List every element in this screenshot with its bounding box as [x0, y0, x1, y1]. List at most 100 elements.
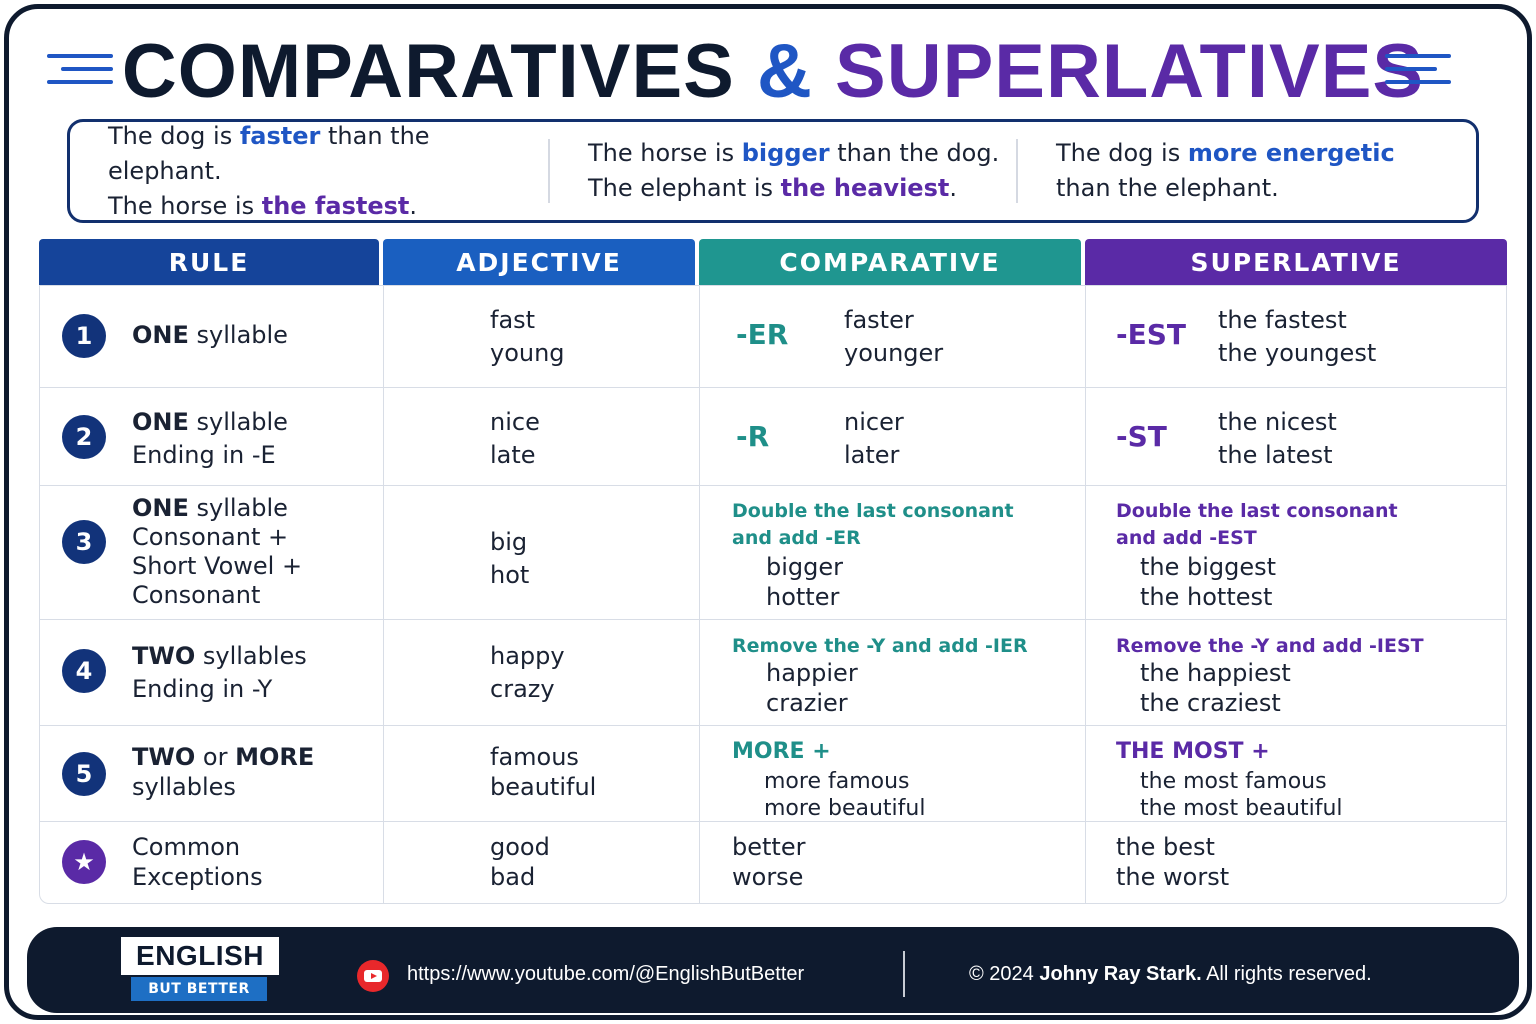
- table-row: ★ Common Exceptions good bad better w: [40, 821, 1506, 903]
- footer-divider: [903, 951, 905, 997]
- comparative-rule-note: Double the last consonant and add -ER: [732, 498, 1014, 552]
- comparative-word: bigger: [766, 553, 844, 581]
- youtube-icon: [357, 960, 389, 992]
- rule-text: ONE syllable Consonant + Short Vowel + C…: [132, 494, 302, 610]
- comparative-cell: -ER faster younger: [700, 286, 1086, 387]
- example-highlight: faster: [239, 121, 321, 150]
- note-line: and add -EST: [1116, 527, 1257, 549]
- comparative-word: more famous: [764, 769, 910, 794]
- superlative-word: the fastest: [1218, 306, 1347, 334]
- table-row: 1 ONE syllable fast young -ER faster you…: [40, 285, 1506, 387]
- copyright-text: © 2024: [969, 963, 1040, 985]
- comparative-cell: MORE + more famous more beautiful: [700, 726, 1086, 821]
- example-text: The horse is: [108, 191, 262, 220]
- header-superlative: SUPERLATIVE: [1085, 239, 1507, 285]
- example-highlight: more energetic: [1187, 139, 1395, 167]
- copyright: © 2024 Johny Ray Stark. All rights reser…: [969, 963, 1372, 986]
- rule-cell: 2 ONE syllable Ending in -E: [40, 388, 384, 485]
- adjective-list: big hot: [490, 526, 529, 592]
- example-highlight: the heaviest: [780, 174, 950, 202]
- rule-cell: 4 TWO syllables Ending in -Y: [40, 620, 384, 725]
- page-title: COMPARATIVES & SUPERLATIVES: [9, 27, 1527, 117]
- superlative-list: the most famous the most beautiful: [1140, 768, 1343, 822]
- superlative-word: the worst: [1116, 863, 1230, 891]
- comparative-list: bigger hotter: [766, 552, 843, 612]
- superlative-cell: THE MOST + the most famous the most beau…: [1086, 726, 1506, 821]
- rule-text: ONE syllable Ending in -E: [132, 406, 288, 472]
- rule-bold: MORE: [235, 743, 315, 771]
- comparative-rule-note: Remove the -Y and add -IER: [732, 635, 1028, 657]
- rule-line: Consonant +: [132, 523, 289, 551]
- comparative-cell: Remove the -Y and add -IER happier crazi…: [700, 620, 1086, 725]
- superlative-cell: Double the last consonant and add -EST t…: [1086, 486, 1506, 619]
- example-text: than the dog.: [829, 139, 1000, 167]
- comparative-cell: -R nicer later: [700, 388, 1086, 485]
- rule-line: Common: [132, 833, 241, 861]
- adjective-list: good bad: [490, 832, 550, 892]
- rule-line: Exceptions: [132, 863, 263, 891]
- superlative-cell: -EST the fastest the youngest: [1086, 286, 1506, 387]
- table-row: 2 ONE syllable Ending in -E nice late -R: [40, 387, 1506, 485]
- star-icon: ★: [62, 840, 106, 884]
- adjective-word: bad: [490, 863, 536, 891]
- rule-cell: ★ Common Exceptions: [40, 822, 384, 903]
- rule-number-badge: 1: [62, 314, 106, 358]
- superlative-list: the biggest the hottest: [1140, 552, 1276, 612]
- rule-rest: or: [195, 743, 236, 771]
- example-highlight: bigger: [741, 139, 830, 167]
- adjective-word: hot: [490, 561, 530, 589]
- youtube-link[interactable]: https://www.youtube.com/@EnglishButBette…: [407, 963, 805, 985]
- superlative-word: the happiest: [1140, 659, 1291, 687]
- rule-line: syllables: [132, 773, 236, 801]
- rule-number-badge: 4: [62, 649, 106, 693]
- rule-line: Consonant: [132, 581, 261, 609]
- comparative-list: nicer later: [844, 406, 904, 472]
- superlative-suffix: -EST: [1116, 318, 1187, 351]
- adjective-list: happy crazy: [490, 640, 565, 706]
- logo-but-better: BUT BETTER: [131, 977, 267, 1001]
- rule-line: Ending in -Y: [132, 675, 273, 703]
- header-adjective: ADJECTIVE: [383, 239, 695, 285]
- comparative-rule-note: MORE +: [732, 739, 831, 764]
- divider: [548, 139, 550, 203]
- table-body: 1 ONE syllable fast young -ER faster you…: [39, 285, 1507, 904]
- rule-bold: ONE: [132, 494, 189, 522]
- superlative-word: the craziest: [1140, 689, 1281, 717]
- comparative-list: better worse: [732, 832, 805, 892]
- comparative-word: more beautiful: [764, 796, 926, 821]
- adjective-word: young: [490, 339, 565, 367]
- superlative-list: the best the worst: [1116, 832, 1229, 892]
- examples-box: The dog is faster than the elephant. The…: [67, 119, 1479, 223]
- adjective-cell: good bad: [384, 822, 700, 903]
- divider: [1016, 139, 1018, 203]
- comparative-word: better: [732, 833, 806, 861]
- logo-english: ENGLISH: [121, 937, 279, 975]
- example-text: The elephant is: [588, 174, 781, 202]
- adjective-word: big: [490, 528, 528, 556]
- comparative-list: faster younger: [844, 304, 943, 370]
- rule-rest: syllables: [195, 642, 307, 670]
- comparative-cell: Double the last consonant and add -ER bi…: [700, 486, 1086, 619]
- example-text: The horse is: [588, 139, 742, 167]
- infographic-frame: COMPARATIVES & SUPERLATIVES The dog is f…: [4, 4, 1532, 1020]
- example-text: .: [949, 174, 957, 202]
- example-text: than the elephant.: [1056, 174, 1279, 202]
- rule-text: TWO or MORE syllables: [132, 742, 314, 802]
- comparative-suffix: -R: [736, 420, 770, 453]
- superlative-list: the nicest the latest: [1218, 406, 1337, 472]
- example-text: The dog is: [1056, 139, 1188, 167]
- adjective-cell: happy crazy: [384, 620, 700, 725]
- rule-bold: TWO: [132, 642, 196, 670]
- header-comparative: COMPARATIVE: [699, 239, 1081, 285]
- comparative-word: later: [844, 441, 900, 469]
- adjective-word: crazy: [490, 675, 555, 703]
- decorative-lines-left-icon: [47, 54, 117, 93]
- example-text: than the elephant.: [108, 121, 430, 185]
- adjective-cell: famous beautiful: [384, 726, 700, 821]
- table-row: 4 TWO syllables Ending in -Y happy crazy…: [40, 619, 1506, 725]
- comparative-word: younger: [844, 339, 944, 367]
- copyright-author: Johny Ray Stark.: [1039, 963, 1202, 985]
- comparative-suffix: -ER: [736, 318, 789, 351]
- comparative-word: crazier: [766, 689, 848, 717]
- rule-line: Ending in -E: [132, 441, 276, 469]
